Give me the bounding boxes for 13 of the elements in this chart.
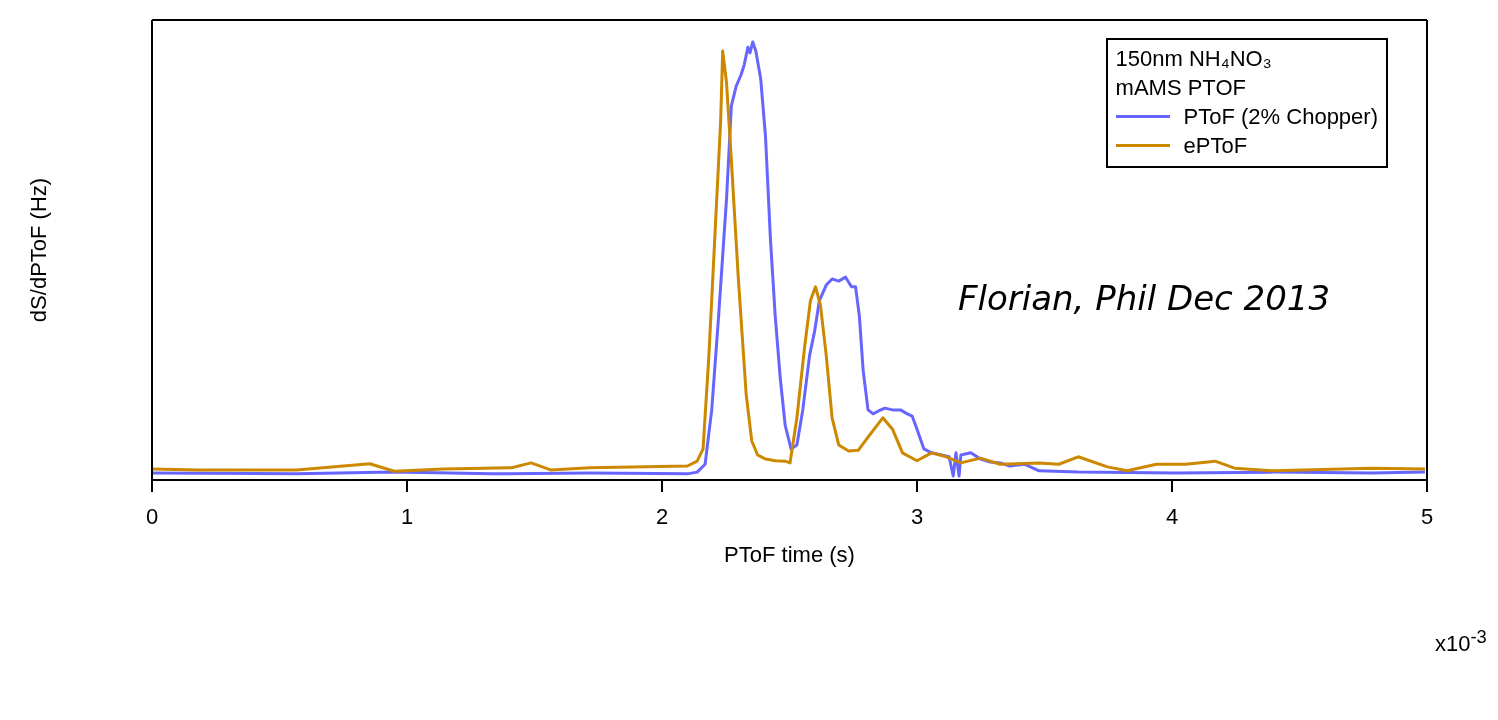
legend-title: 150nm NH₄NO₃ mAMS PTOF [1115, 45, 1273, 102]
text: x10$^{-3}$ [1435, 626, 1487, 658]
legend-label: ePToF [1183, 132, 1248, 160]
x-tick-label: 0 [145, 504, 159, 529]
x-tick-label: 1 [400, 504, 414, 529]
y-axis-title: dS/dPToF (Hz) [25, 177, 51, 323]
x-tick-label: 2 [655, 504, 669, 529]
x-axis-title: PToF time (s) [724, 542, 855, 567]
legend-label: PToF (2% Chopper) [1183, 103, 1378, 131]
x-tick-label: 5 [1420, 504, 1434, 529]
x-tick-label: 4 [1165, 504, 1179, 529]
annotation: Florian, Phil Dec 2013 [958, 278, 1331, 318]
x-tick-label: 3 [910, 504, 924, 529]
